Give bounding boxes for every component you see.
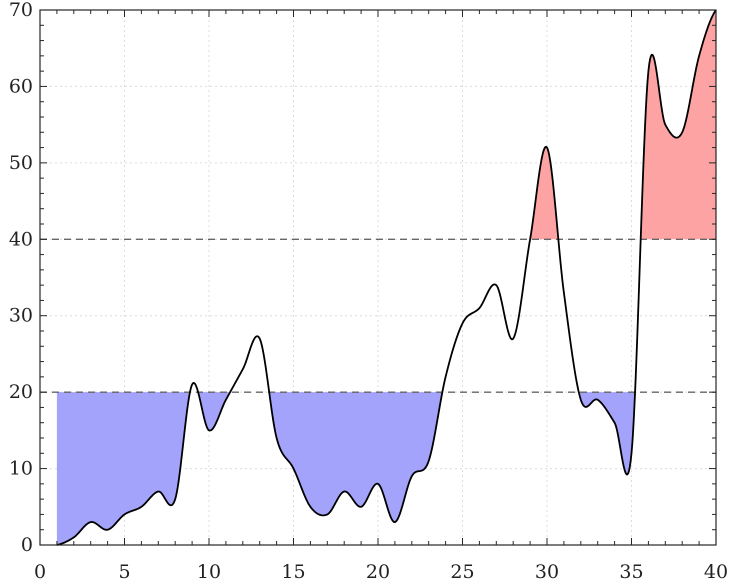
y-tick-label-2: 20 (9, 381, 33, 403)
data-point-1 (73, 536, 75, 538)
data-point-8 (191, 384, 193, 386)
threshold-fills (56, 10, 716, 545)
y-tick-label-0: 0 (21, 534, 33, 556)
axes (39, 9, 717, 546)
data-point-11 (242, 368, 244, 370)
data-point-33 (614, 422, 616, 424)
data-point-10 (225, 399, 227, 401)
x-tick-label-8: 40 (704, 561, 728, 581)
below-threshold-fill-0 (56, 392, 190, 545)
y-tick-label-6: 60 (9, 75, 33, 97)
x-tick-label-7: 35 (619, 561, 643, 581)
y-tick-label-5: 50 (9, 152, 33, 174)
x-tick-label-5: 25 (450, 561, 474, 581)
data-point-12 (259, 338, 261, 340)
data-point-3 (107, 529, 109, 531)
data-point-27 (512, 338, 514, 340)
data-point-7 (174, 498, 176, 500)
data-point-21 (411, 475, 413, 477)
data-point-13 (276, 437, 278, 439)
data-point-16 (326, 513, 328, 515)
above-threshold-fill-1 (640, 10, 716, 240)
below-threshold-fill-1 (198, 392, 230, 431)
data-point-6 (157, 491, 159, 493)
y-tick-label-1: 10 (9, 458, 33, 480)
data-point-24 (462, 322, 464, 324)
series-line (56, 9, 717, 546)
data-point-31 (580, 399, 582, 401)
data-point-4 (124, 513, 126, 515)
data-point-18 (360, 506, 362, 508)
data-point-37 (681, 131, 683, 133)
x-tick-label-4: 20 (366, 561, 390, 581)
data-point-9 (208, 429, 210, 431)
below-threshold-fill-2 (269, 392, 443, 523)
data-series (56, 9, 717, 546)
data-point-26 (495, 284, 497, 286)
y-tick-label-4: 40 (9, 228, 33, 250)
data-point-2 (90, 521, 92, 523)
below-threshold-fill-3 (579, 392, 635, 475)
y-tick-label-3: 30 (9, 305, 33, 327)
data-point-35 (647, 70, 649, 72)
data-point-23 (445, 376, 447, 378)
data-point-25 (478, 307, 480, 309)
data-point-14 (293, 468, 295, 470)
data-point-15 (309, 506, 311, 508)
x-tick-label-6: 30 (535, 561, 559, 581)
data-point-38 (698, 55, 700, 57)
data-point-22 (428, 460, 430, 462)
data-point-34 (631, 452, 633, 454)
x-tick-label-1: 5 (118, 561, 130, 581)
x-tick-label-0: 0 (34, 561, 46, 581)
data-point-28 (529, 238, 531, 240)
data-point-32 (597, 399, 599, 401)
y-tick-label-7: 70 (9, 0, 33, 21)
tick-labels: 0 5 10 15 20 25 30 35 40 0 10 20 30 40 50 60 70 (9, 0, 728, 583)
data-point-30 (563, 292, 565, 294)
data-point-5 (140, 506, 142, 508)
threshold-lines (40, 238, 716, 393)
data-point-29 (546, 147, 548, 149)
x-tick-label-2: 10 (197, 561, 221, 581)
data-point-36 (664, 124, 666, 126)
data-point-19 (377, 483, 379, 485)
data-point-17 (343, 491, 345, 493)
x-tick-label-3: 15 (281, 561, 305, 581)
data-point-20 (394, 521, 396, 523)
